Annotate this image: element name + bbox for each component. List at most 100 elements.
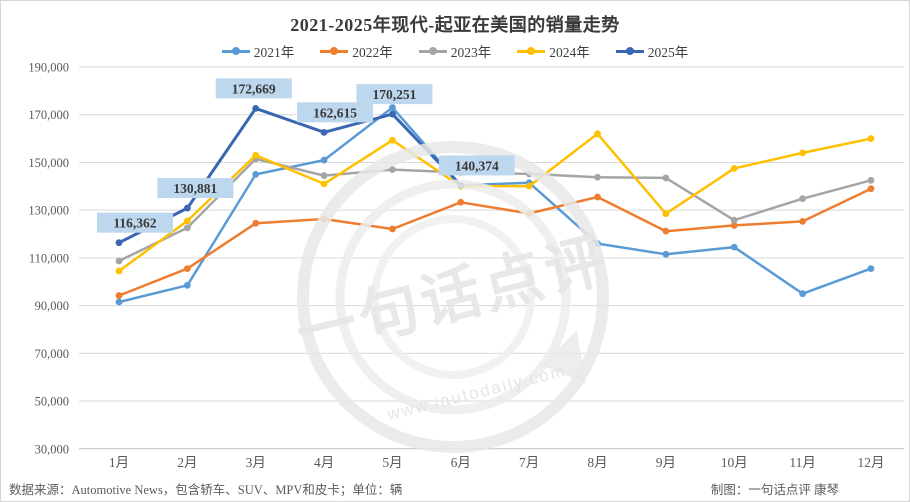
legend-label: 2021年 [253,45,295,60]
data-point-2022年 [594,193,601,201]
data-point-2024年 [252,151,260,159]
series-line-2021年 [117,106,873,304]
data-label: 140,374 [455,158,499,173]
data-point-2025年 [389,110,396,118]
credit-note: 制图：一句话点评 康琴 [710,483,839,497]
data-point-2021年 [183,281,191,289]
data-point-2022年 [457,198,465,206]
data-point-2022年 [115,292,123,299]
data-point-2021年 [662,250,670,258]
series-line-2022年 [117,187,873,297]
x-tick-label: 12月 [857,455,884,470]
chart-footer: 数据来源：Automotive News，包含轿车、SUV、MPV和皮卡；单位：… [1,479,909,498]
data-point-2022年 [252,219,260,227]
legend-label: 2022年 [352,45,393,60]
data-point-2021年 [115,298,123,306]
data-point-2024年 [594,130,601,138]
legend-label: 2024年 [549,45,590,60]
chart-legend: 2021年 2022年 2023年 2024年 2025年 [1,41,909,61]
x-tick-label: 5月 [382,455,402,470]
data-point-2024年 [662,210,670,218]
data-point-2021年 [799,290,806,298]
data-point-2023年 [799,195,806,203]
data-point-2022年 [183,265,191,273]
y-tick-label: 170,000 [28,108,69,122]
data-point-2022年 [799,217,806,225]
legend-marker-icon [221,46,250,56]
data-label-box [297,102,374,123]
chart-title: 2021-2025年现代-起亚在美国的销量走势 [290,15,620,35]
data-label: 170,251 [373,87,417,102]
y-tick-label: 150,000 [28,156,69,170]
legend-item-2024年: 2024年 [517,41,590,61]
data-point-2023年 [389,166,396,173]
y-tick-label: 50,000 [35,395,69,409]
x-tick-label: 7月 [519,455,539,470]
data-label-box [157,178,234,199]
data-label: 162,615 [313,105,357,120]
data-label: 130,881 [173,181,217,196]
data-point-2023年 [115,257,123,265]
data-point-2022年 [867,185,875,193]
x-tick-label: 3月 [246,455,266,470]
series-line-2024年 [117,132,873,273]
data-point-2024年 [115,267,123,275]
data-point-2024年 [730,165,738,172]
x-tick-label: 6月 [451,455,471,470]
y-tick-label: 90,000 [35,299,69,313]
legend-item-2023年: 2023年 [418,41,492,61]
legend-marker-icon [517,46,546,56]
data-point-2023年 [320,172,328,179]
legend-item-2025年: 2025年 [615,41,689,61]
data-point-2024年 [799,149,806,157]
data-point-2023年 [867,176,875,184]
data-label: 116,362 [113,216,156,231]
series-line-2025年 [117,106,463,245]
x-tick-label: 4月 [314,455,334,470]
x-tick-label: 9月 [656,455,676,470]
data-label-box [438,155,515,176]
data-point-2021年 [320,156,328,164]
watermark-arrow-icon [542,330,586,384]
data-point-2023年 [183,224,191,232]
data-label-box [215,78,292,99]
data-point-2024年 [183,217,191,225]
data-point-2023年 [662,174,670,182]
data-point-2023年 [594,173,601,181]
data-point-2025年 [320,128,328,136]
y-tick-label: 30,000 [35,442,69,456]
data-point-2022年 [730,222,738,229]
data-point-2022年 [662,227,670,235]
y-tick-label: 70,000 [35,347,69,361]
legend-label: 2023年 [450,45,492,60]
x-tick-label: 2月 [177,455,197,470]
data-point-2022年 [389,225,396,233]
x-tick-label: 1月 [109,455,129,470]
source-note: 数据来源：Automotive News，包含轿车、SUV、MPV和皮卡；单位：… [9,483,403,497]
legend-marker-icon [615,46,644,56]
legend-marker-icon [418,46,447,56]
data-point-2021年 [867,265,875,273]
y-tick-label: 190,000 [28,61,69,75]
data-point-2025年 [252,104,260,112]
y-tick-label: 130,000 [28,204,69,218]
data-point-2021年 [730,243,738,251]
y-tick-label: 110,000 [29,251,69,265]
data-point-2021年 [389,104,396,111]
legend-marker-icon [320,46,349,56]
data-point-2024年 [867,135,875,142]
data-label: 172,669 [232,81,276,96]
data-label-box [356,84,433,105]
data-point-2024年 [525,182,533,190]
legend-item-2021年: 2021年 [221,41,295,61]
x-tick-label: 8月 [587,455,607,470]
x-tick-label: 10月 [721,455,748,470]
data-label-box [97,212,173,233]
data-point-2024年 [320,180,328,188]
data-point-2023年 [730,216,738,224]
legend-label: 2025年 [647,45,689,60]
data-point-2021年 [252,170,260,178]
data-point-2024年 [389,136,396,144]
